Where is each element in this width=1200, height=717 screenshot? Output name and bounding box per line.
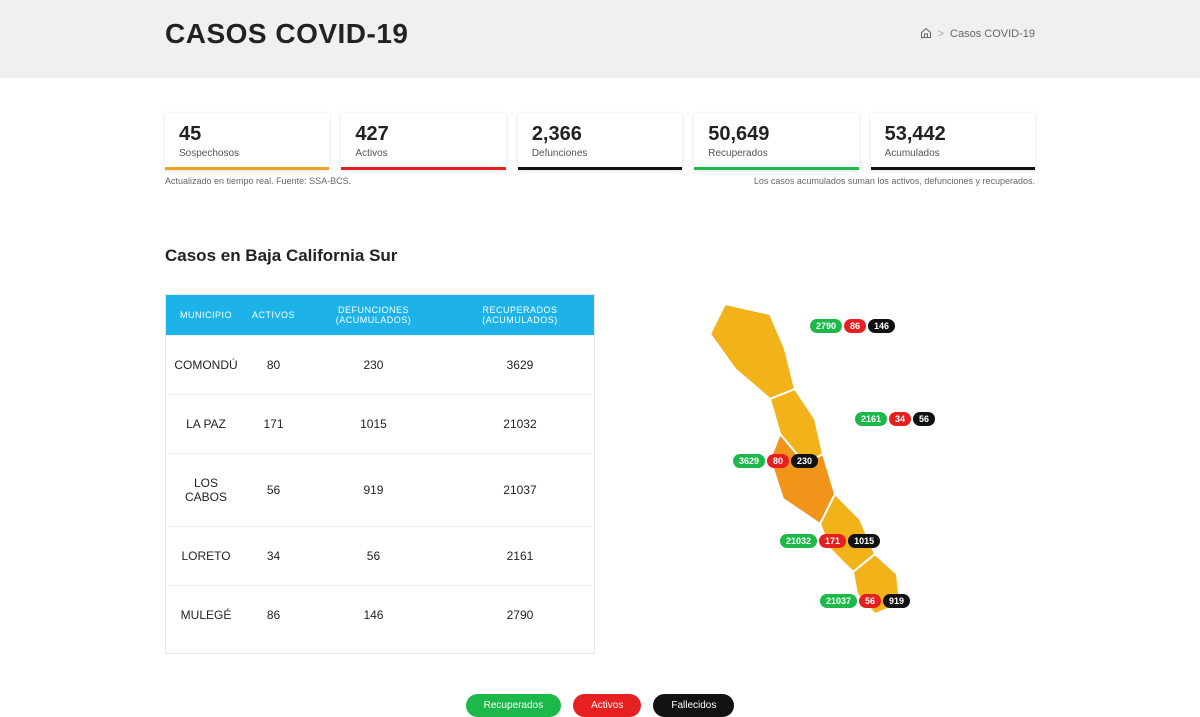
map-pill: 919 <box>883 594 910 608</box>
table-cell: 56 <box>301 527 446 586</box>
table-cell: LOS CABOS <box>166 454 246 527</box>
table-header-cell: ACTIVOS <box>246 295 301 336</box>
table-row: LA PAZ171101521032 <box>166 395 594 454</box>
map-pill-group-loscabos: 2103756919 <box>820 594 910 608</box>
table-cell: 86 <box>246 586 301 645</box>
table-cell: 21032 <box>446 395 594 454</box>
map-pill: 171 <box>819 534 846 548</box>
map-pill: 21032 <box>780 534 817 548</box>
breadcrumb-home-link[interactable] <box>920 27 932 42</box>
map-pill: 3629 <box>733 454 765 468</box>
card-value: 427 <box>355 123 491 146</box>
table-header-row: MUNICIPIOACTIVOSDEFUNCIONES (ACUMULADOS)… <box>166 295 594 336</box>
summary-card: 427 Activos <box>341 113 505 170</box>
table-cell: LORETO <box>166 527 246 586</box>
cases-table: MUNICIPIOACTIVOSDEFUNCIONES (ACUMULADOS)… <box>165 294 595 654</box>
summary-card: 2,366 Defunciones <box>518 113 682 170</box>
summary-cards: 45 Sospechosos427 Activos2,366 Defuncion… <box>165 113 1035 170</box>
map-pill: 56 <box>913 412 935 426</box>
table-cell: COMONDÚ <box>166 336 246 395</box>
map-pill: 34 <box>889 412 911 426</box>
section-title: Casos en Baja California Sur <box>165 246 1035 266</box>
legend-button-green[interactable]: Recuperados <box>466 694 561 717</box>
map-pill: 1015 <box>848 534 880 548</box>
breadcrumb-current: Casos COVID-19 <box>950 28 1035 40</box>
header-bar: CASOS COVID-19 > Casos COVID-19 <box>0 0 1200 78</box>
table-cell: 919 <box>301 454 446 527</box>
table-header-cell: MUNICIPIO <box>166 295 246 336</box>
table-cell: 146 <box>301 586 446 645</box>
map-pill-group-comondu: 362980230 <box>733 454 818 468</box>
table-cell: 1015 <box>301 395 446 454</box>
home-icon <box>920 27 932 39</box>
table-cell: 230 <box>301 336 446 395</box>
note-left: Actualizado en tiempo real. Fuente: SSA-… <box>165 176 351 186</box>
legend-button-black[interactable]: Fallecidos <box>653 694 734 717</box>
summary-card: 53,442 Acumulados <box>871 113 1035 170</box>
card-label: Recuperados <box>708 148 844 159</box>
card-label: Defunciones <box>532 148 668 159</box>
summary-card: 45 Sospechosos <box>165 113 329 170</box>
table-row: LORETO34562161 <box>166 527 594 586</box>
map-pill: 2161 <box>855 412 887 426</box>
table-cell: 56 <box>246 454 301 527</box>
map-pill-group-lapaz: 210321711015 <box>780 534 880 548</box>
card-value: 53,442 <box>885 123 1021 146</box>
map-pill: 146 <box>868 319 895 333</box>
card-value: 50,649 <box>708 123 844 146</box>
table-cell: 21037 <box>446 454 594 527</box>
map-pill-group-mulege: 279086146 <box>810 319 895 333</box>
map-pill: 86 <box>844 319 866 333</box>
map-svg <box>675 294 975 634</box>
card-value: 45 <box>179 123 315 146</box>
legend-button-red[interactable]: Activos <box>573 694 641 717</box>
map-pill: 56 <box>859 594 881 608</box>
table-row: LOS CABOS5691921037 <box>166 454 594 527</box>
map-region-mulege[interactable] <box>710 304 795 399</box>
map: 2790861462161345636298023021032171101521… <box>635 294 1035 654</box>
map-pill: 80 <box>767 454 789 468</box>
table-header-cell: RECUPERADOS (ACUMULADOS) <box>446 295 594 336</box>
card-value: 2,366 <box>532 123 668 146</box>
map-legend: Recuperados Activos Fallecidos <box>165 694 1035 717</box>
card-label: Activos <box>355 148 491 159</box>
table-cell: LA PAZ <box>166 395 246 454</box>
summary-card: 50,649 Recuperados <box>694 113 858 170</box>
table-body: COMONDÚ802303629LA PAZ171101521032LOS CA… <box>166 336 594 645</box>
breadcrumb-sep: > <box>938 28 944 40</box>
table-cell: MULEGÉ <box>166 586 246 645</box>
breadcrumb: > Casos COVID-19 <box>920 27 1035 42</box>
table-header-cell: DEFUNCIONES (ACUMULADOS) <box>301 295 446 336</box>
map-pill: 230 <box>791 454 818 468</box>
map-pill-group-loreto: 21613456 <box>855 412 935 426</box>
map-pill: 21037 <box>820 594 857 608</box>
table-cell: 34 <box>246 527 301 586</box>
map-pill: 2790 <box>810 319 842 333</box>
card-label: Acumulados <box>885 148 1021 159</box>
table-cell: 2161 <box>446 527 594 586</box>
note-right: Los casos acumulados suman los activos, … <box>754 176 1035 186</box>
table-cell: 171 <box>246 395 301 454</box>
card-label: Sospechosos <box>179 148 315 159</box>
table-cell: 80 <box>246 336 301 395</box>
main-content: 45 Sospechosos427 Activos2,366 Defuncion… <box>165 78 1035 717</box>
table-row: COMONDÚ802303629 <box>166 336 594 395</box>
table-cell: 3629 <box>446 336 594 395</box>
table-row: MULEGÉ861462790 <box>166 586 594 645</box>
page-title: CASOS COVID-19 <box>165 18 409 50</box>
table-cell: 2790 <box>446 586 594 645</box>
